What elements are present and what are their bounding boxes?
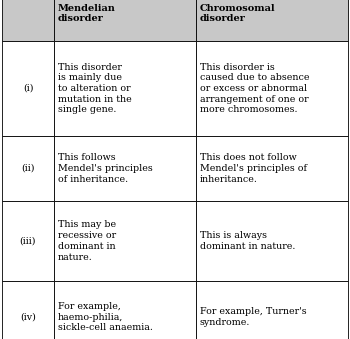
Bar	[196, 41, 348, 136]
Text: This does not follow
Mendel's principles of
inheritance.: This does not follow Mendel's principles…	[200, 153, 307, 184]
Bar	[2, 41, 54, 136]
Bar	[2, 201, 54, 281]
Bar	[54, 41, 196, 136]
Bar	[2, 136, 54, 201]
Text: (ii): (ii)	[21, 164, 35, 173]
Bar	[54, 136, 196, 201]
Bar	[196, 281, 348, 339]
Text: Chromosomal
disorder: Chromosomal disorder	[200, 4, 276, 23]
Bar	[54, 201, 196, 281]
Bar	[196, 0, 348, 41]
Text: For example,
haemo-philia,
sickle-cell anaemia.: For example, haemo-philia, sickle-cell a…	[58, 302, 153, 332]
Text: This disorder
is mainly due
to alteration or
mutation in the
single gene.: This disorder is mainly due to alteratio…	[58, 62, 132, 115]
Bar	[54, 0, 196, 41]
Bar	[196, 136, 348, 201]
Text: (iii): (iii)	[20, 237, 36, 245]
Text: This follows
Mendel's principles
of inheritance.: This follows Mendel's principles of inhe…	[58, 153, 153, 184]
Bar	[2, 281, 54, 339]
Text: (iv): (iv)	[20, 313, 36, 321]
Text: This may be
recessive or
dominant in
nature.: This may be recessive or dominant in nat…	[58, 220, 116, 262]
Text: (i): (i)	[23, 84, 33, 93]
Bar	[2, 0, 54, 41]
Bar	[196, 201, 348, 281]
Text: This is always
dominant in nature.: This is always dominant in nature.	[200, 231, 295, 251]
Bar	[54, 281, 196, 339]
Text: Mendelian
disorder: Mendelian disorder	[58, 4, 116, 23]
Text: For example, Turner's
syndrome.: For example, Turner's syndrome.	[200, 307, 307, 327]
Text: This disorder is
caused due to absence
or excess or abnormal
arrangement of one : This disorder is caused due to absence o…	[200, 62, 309, 115]
